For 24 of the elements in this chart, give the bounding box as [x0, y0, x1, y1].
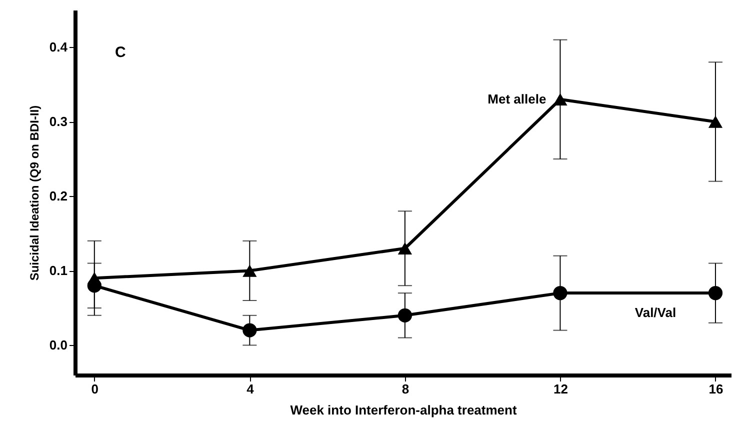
y-axis-title: Suicidal Ideation (Q9 on BDI-II) — [27, 105, 42, 281]
x-tick-label: 0 — [91, 382, 99, 396]
point — [398, 242, 412, 254]
point — [708, 286, 723, 300]
point — [242, 264, 257, 277]
x-tick-label: 12 — [553, 382, 568, 396]
point — [553, 286, 568, 300]
x-tick-label: 16 — [708, 382, 724, 396]
y-tick-label: 0.1 — [49, 263, 68, 278]
y-tick-label: 0.0 — [49, 338, 68, 353]
y-tick-label: 0.4 — [49, 40, 68, 55]
x-tick-label: 8 — [402, 382, 410, 396]
point — [553, 93, 568, 106]
series-label: Val/Val — [634, 305, 676, 320]
point — [708, 116, 723, 128]
y-tick-label: 0.3 — [49, 114, 68, 130]
point — [242, 323, 257, 338]
series-label: Met allele — [488, 91, 546, 106]
text: C — [115, 44, 126, 61]
x-axis-title: Week into Interferon-alpha treatment — [290, 402, 518, 418]
point — [87, 278, 102, 293]
point — [398, 308, 412, 322]
x-tick-label: 4 — [246, 382, 255, 396]
y-tick-label: 0.2 — [49, 188, 68, 204]
